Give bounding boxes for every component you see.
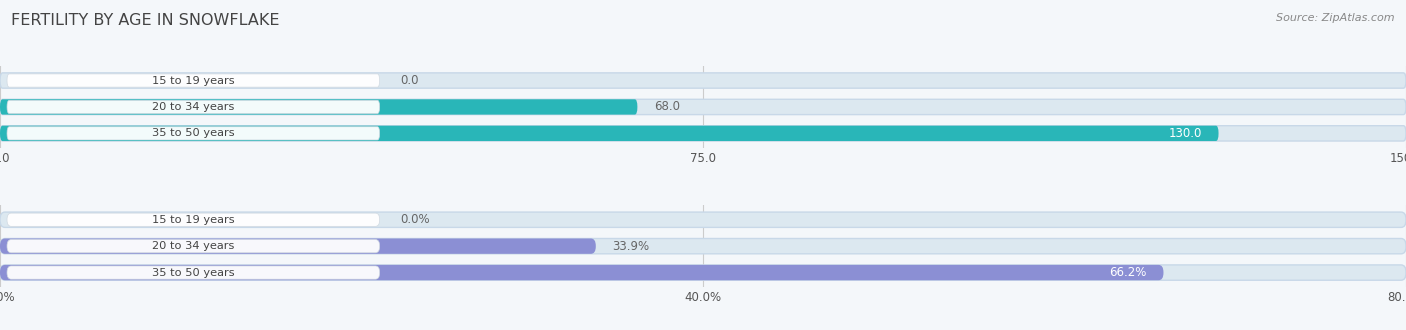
FancyBboxPatch shape <box>7 266 380 279</box>
Text: 35 to 50 years: 35 to 50 years <box>152 128 235 138</box>
Text: 0.0: 0.0 <box>401 74 419 87</box>
FancyBboxPatch shape <box>7 100 380 114</box>
Text: 20 to 34 years: 20 to 34 years <box>152 241 235 251</box>
FancyBboxPatch shape <box>0 212 1406 227</box>
Text: 35 to 50 years: 35 to 50 years <box>152 268 235 278</box>
FancyBboxPatch shape <box>0 99 1406 115</box>
FancyBboxPatch shape <box>0 73 1406 88</box>
FancyBboxPatch shape <box>7 74 380 87</box>
FancyBboxPatch shape <box>0 265 1406 280</box>
Text: 66.2%: 66.2% <box>1109 266 1147 279</box>
FancyBboxPatch shape <box>0 126 1406 141</box>
FancyBboxPatch shape <box>7 240 380 253</box>
Text: 0.0%: 0.0% <box>401 213 430 226</box>
Text: 15 to 19 years: 15 to 19 years <box>152 76 235 85</box>
Text: 15 to 19 years: 15 to 19 years <box>152 215 235 225</box>
FancyBboxPatch shape <box>7 213 380 226</box>
Text: 68.0: 68.0 <box>654 100 681 114</box>
FancyBboxPatch shape <box>0 239 596 254</box>
FancyBboxPatch shape <box>0 126 1219 141</box>
Text: 20 to 34 years: 20 to 34 years <box>152 102 235 112</box>
Text: 130.0: 130.0 <box>1168 127 1202 140</box>
Text: FERTILITY BY AGE IN SNOWFLAKE: FERTILITY BY AGE IN SNOWFLAKE <box>11 13 280 28</box>
FancyBboxPatch shape <box>0 99 637 115</box>
Text: 33.9%: 33.9% <box>613 240 650 253</box>
Text: Source: ZipAtlas.com: Source: ZipAtlas.com <box>1277 13 1395 23</box>
FancyBboxPatch shape <box>7 127 380 140</box>
FancyBboxPatch shape <box>0 239 1406 254</box>
FancyBboxPatch shape <box>0 265 1164 280</box>
